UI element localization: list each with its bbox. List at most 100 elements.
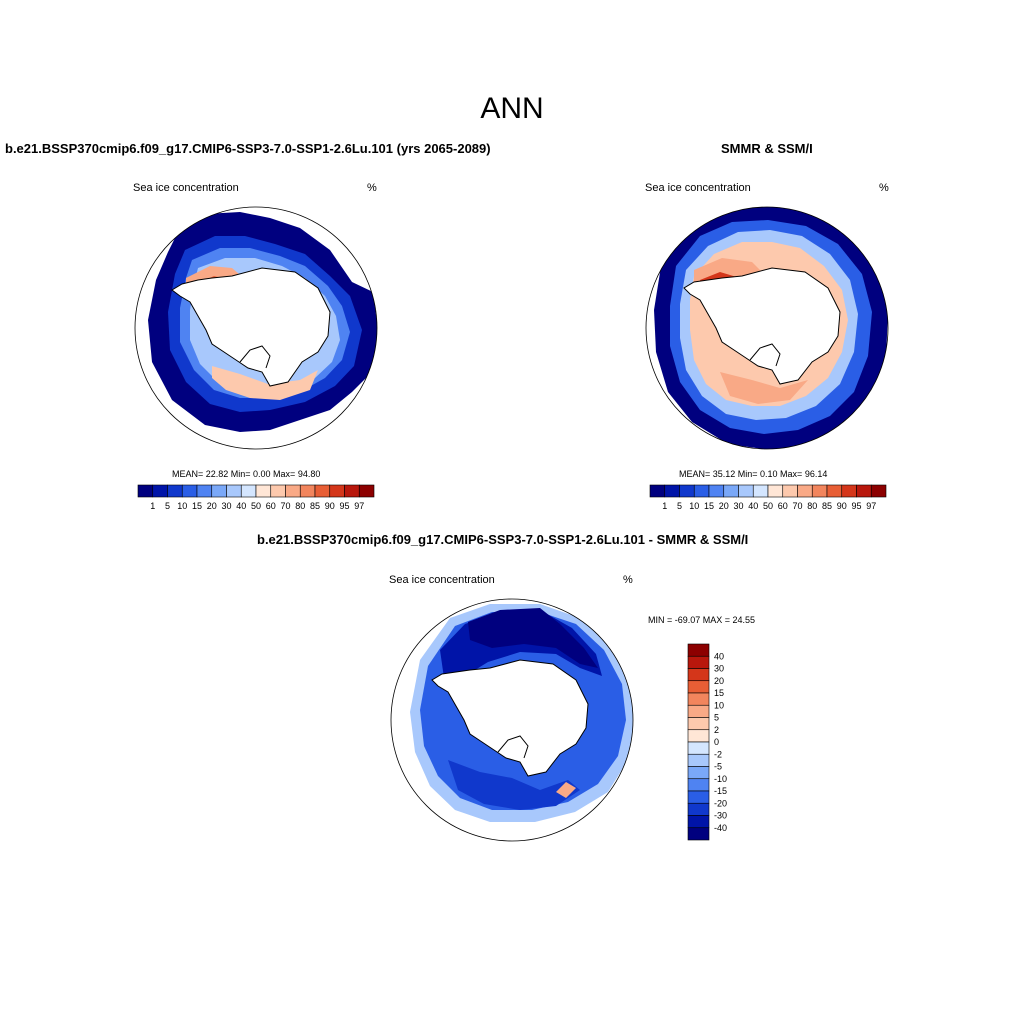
colorbar-tick-label: 10 bbox=[177, 501, 187, 511]
colorbar-swatch bbox=[240, 484, 257, 498]
diff-colorbar-swatch bbox=[687, 790, 710, 804]
colorbar-tick-label: 97 bbox=[866, 501, 876, 511]
colorbar-tick-label: 95 bbox=[339, 501, 349, 511]
colorbar-tick-label: 40 bbox=[236, 501, 246, 511]
antarctica-land bbox=[171, 267, 331, 387]
diff-moderate-ross bbox=[448, 760, 580, 810]
colorbar-swatch bbox=[226, 484, 242, 498]
diff-colorbar-swatch bbox=[687, 692, 710, 706]
panel-2-title: SMMR & SSM/I bbox=[721, 141, 813, 156]
diff-panel-variable: Sea ice concentration bbox=[389, 574, 495, 586]
diff-colorbar-tick-label: -2 bbox=[714, 749, 722, 759]
colorbar-tick-label: 20 bbox=[207, 501, 217, 511]
diff-colorbar-swatch bbox=[687, 802, 710, 816]
panel-2-colorbar: 1 5 10 15 20 30 40 50 60 70 80 85 90 95 97 bbox=[649, 484, 887, 511]
diff-colorbar-tick-label: 20 bbox=[714, 676, 724, 686]
colorbar-swatch bbox=[196, 484, 213, 498]
colorbar-swatch bbox=[767, 484, 784, 498]
colorbar-tick-label: 70 bbox=[280, 501, 290, 511]
colorbar-tick-label: 60 bbox=[778, 501, 788, 511]
diff-colorbar-tick-label: -10 bbox=[714, 774, 727, 784]
diff-colorbar-swatch bbox=[687, 753, 710, 767]
diff-colorbar-tick-label: 2 bbox=[714, 725, 719, 735]
panel-1-title: b.e21.BSSP370cmip6.f09_g17.CMIP6-SSP3-7.… bbox=[5, 141, 491, 156]
diff-positive-spot bbox=[556, 782, 576, 798]
diff-colorbar-tick-label: 15 bbox=[714, 688, 724, 698]
diff-colorbar-tick-label: 30 bbox=[714, 664, 724, 674]
colorbar-swatch bbox=[255, 484, 272, 498]
colorbar-tick-label: 95 bbox=[851, 501, 861, 511]
panel-2-map bbox=[645, 206, 889, 450]
colorbar-swatch bbox=[285, 484, 301, 498]
colorbar-swatch bbox=[708, 484, 725, 498]
colorbar-swatch bbox=[811, 484, 828, 498]
colorbar-swatch bbox=[167, 484, 183, 498]
colorbar-tick-label: 5 bbox=[165, 501, 170, 511]
colorbar-swatch bbox=[738, 484, 754, 498]
panel-1-variable: Sea ice concentration bbox=[133, 182, 239, 194]
colorbar-tick-label: 85 bbox=[310, 501, 320, 511]
diff-colorbar-swatch bbox=[687, 729, 710, 743]
colorbar-swatch bbox=[344, 484, 360, 498]
diff-colorbar-tick-label: 40 bbox=[714, 651, 724, 661]
colorbar-tick-label: 40 bbox=[748, 501, 758, 511]
colorbar-swatch bbox=[329, 484, 345, 498]
colorbar-swatch bbox=[152, 484, 168, 498]
colorbar-swatch bbox=[664, 484, 680, 498]
diff-colorbar-swatch bbox=[687, 643, 710, 657]
colorbar-tick-label: 80 bbox=[295, 501, 305, 511]
sea-ice-thick-ross bbox=[212, 366, 318, 400]
diff-colorbar-swatch bbox=[687, 766, 710, 780]
page-title: ANN bbox=[480, 92, 544, 125]
diff-colorbar-tick-label: -5 bbox=[714, 762, 722, 772]
colorbar-swatch bbox=[314, 484, 331, 498]
colorbar-tick-label: 80 bbox=[807, 501, 817, 511]
antarctica-land bbox=[431, 659, 589, 777]
colorbar-swatch bbox=[137, 484, 154, 498]
colorbar-tick-label: 70 bbox=[792, 501, 802, 511]
diff-colorbar-tick-label: 10 bbox=[714, 700, 724, 710]
colorbar-swatch bbox=[870, 484, 887, 498]
colorbar-swatch bbox=[752, 484, 769, 498]
ross-ice-shelf bbox=[497, 735, 529, 759]
panel-2-units: % bbox=[879, 182, 889, 194]
colorbar-tick-label: 30 bbox=[733, 501, 743, 511]
colorbar-tick-label: 1 bbox=[150, 501, 155, 511]
colorbar-swatch bbox=[649, 484, 666, 498]
colorbar-tick-label: 97 bbox=[354, 501, 364, 511]
ross-ice-shelf bbox=[239, 345, 271, 369]
panel-1-units: % bbox=[367, 182, 377, 194]
diff-panel-stats: MIN = -69.07 MAX = 24.55 bbox=[648, 615, 756, 625]
map-boundary bbox=[134, 206, 378, 450]
colorbar-swatch bbox=[693, 484, 710, 498]
colorbar-swatch bbox=[211, 484, 227, 498]
colorbar-tick-label: 90 bbox=[325, 501, 335, 511]
antarctica-land bbox=[683, 267, 841, 385]
colorbar-tick-label: 15 bbox=[192, 501, 202, 511]
colorbar-tick-label: 85 bbox=[822, 501, 832, 511]
colorbar-swatch bbox=[797, 484, 813, 498]
diff-colorbar-swatch bbox=[687, 668, 710, 682]
colorbar-tick-label: 30 bbox=[221, 501, 231, 511]
diff-colorbar-tick-label: -20 bbox=[714, 798, 727, 808]
colorbar-swatch bbox=[841, 484, 857, 498]
diff-colorbar-swatch bbox=[687, 815, 710, 829]
ross-ice-shelf bbox=[749, 343, 781, 367]
colorbar-swatch bbox=[299, 484, 316, 498]
colorbar-swatch bbox=[679, 484, 695, 498]
diff-colorbar-tick-label: -40 bbox=[714, 823, 727, 833]
colorbar-swatch bbox=[181, 484, 198, 498]
diff-colorbar-swatch bbox=[687, 704, 710, 718]
diff-colorbar-swatch bbox=[687, 741, 710, 755]
diff-panel-map bbox=[390, 598, 634, 842]
colorbar-tick-label: 60 bbox=[266, 501, 276, 511]
colorbar-tick-label: 10 bbox=[689, 501, 699, 511]
diff-colorbar-swatch bbox=[687, 827, 710, 841]
colorbar-tick-label: 5 bbox=[677, 501, 682, 511]
diff-colorbar-tick-label: -15 bbox=[714, 786, 727, 796]
diff-colorbar-swatch bbox=[687, 717, 710, 731]
panel-1-map bbox=[134, 206, 378, 450]
panel-1-colorbar: 1 5 10 15 20 30 40 50 60 70 80 85 90 95 97 bbox=[137, 484, 375, 511]
colorbar-tick-label: 90 bbox=[837, 501, 847, 511]
colorbar-tick-label: 50 bbox=[251, 501, 261, 511]
